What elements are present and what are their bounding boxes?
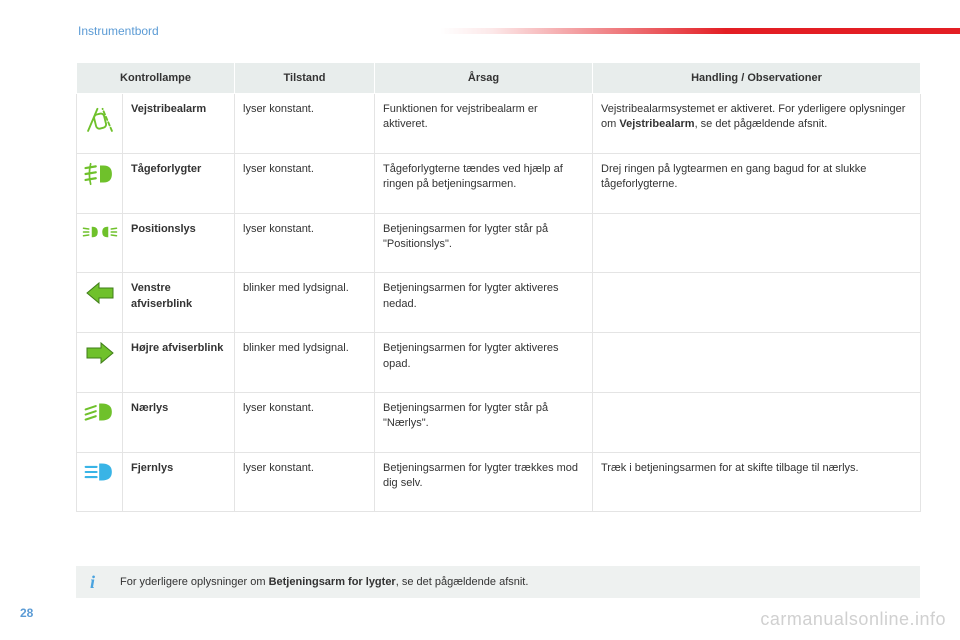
col-action: Handling / Observationer [593,63,921,94]
lamp-cause: Funktionen for vejstribealarm er aktiver… [375,94,593,154]
col-state: Tilstand [235,63,375,94]
table-row: Tågeforlygter lyser konstant. Tågeforlyg… [77,153,921,213]
lamp-cause: Betjeningsarmen for lygter aktiveres opa… [375,333,593,393]
table-row: Nærlys lyser konstant. Betjeningsarmen f… [77,392,921,452]
lamp-action: Træk i betjeningsarmen for at skifte til… [593,452,921,512]
lamp-state: lyser konstant. [235,392,375,452]
lamp-state: lyser konstant. [235,94,375,154]
lamp-cause: Betjeningsarmen for lygter aktiveres ned… [375,273,593,333]
lamp-state: lyser konstant. [235,213,375,273]
lamp-name: Venstre afviserblink [123,273,235,333]
lamp-name: Fjernlys [123,452,235,512]
lamp-name: Vejstribealarm [123,94,235,154]
lamp-action: Drej ringen på lygtearmen en gang bagud … [593,153,921,213]
lamp-state: blinker med lydsignal. [235,273,375,333]
lamp-state: lyser konstant. [235,452,375,512]
lane-alarm-icon [77,94,123,154]
watermark: carmanualsonline.info [760,609,946,630]
left-turn-icon [77,273,123,333]
lamp-cause: Betjeningsarmen for lygter trækkes mod d… [375,452,593,512]
col-cause: Årsag [375,63,593,94]
warning-lamp-table: Kontrollampe Tilstand Årsag Handling / O… [76,62,920,512]
info-note: i For yderligere oplysninger om Betjenin… [76,566,920,598]
table-row: Venstre afviserblink blinker med lydsign… [77,273,921,333]
table-row: Positionslys lyser konstant. Betjeningsa… [77,213,921,273]
lamp-state: lyser konstant. [235,153,375,213]
col-lamp: Kontrollampe [77,63,235,94]
lamp-action: Vejstribealarmsystemet er aktiveret. For… [593,94,921,154]
fog-light-icon [77,153,123,213]
lamp-cause: Tågeforlygterne tændes ved hjælp af ring… [375,153,593,213]
lamp-name: Højre afviserblink [123,333,235,393]
header-accent-bar [440,28,960,34]
note-text: For yderligere oplysninger om Betjenings… [120,576,528,588]
lamp-action [593,273,921,333]
position-light-icon [77,213,123,273]
lamp-action [593,333,921,393]
table-row: Højre afviserblink blinker med lydsignal… [77,333,921,393]
low-beam-icon [77,392,123,452]
lamp-state: blinker med lydsignal. [235,333,375,393]
high-beam-icon [77,452,123,512]
lamp-action [593,392,921,452]
table-row: Fjernlys lyser konstant. Betjeningsarmen… [77,452,921,512]
info-icon: i [90,572,95,593]
lamp-cause: Betjeningsarmen for lygter står på "Nærl… [375,392,593,452]
lamp-cause: Betjeningsarmen for lygter står på "Posi… [375,213,593,273]
table-row: Vejstribealarm lyser konstant. Funktione… [77,94,921,154]
right-turn-icon [77,333,123,393]
lamp-name: Positionslys [123,213,235,273]
section-title: Instrumentbord [78,24,159,38]
lamp-action [593,213,921,273]
page-number: 28 [20,606,33,620]
table-header-row: Kontrollampe Tilstand Årsag Handling / O… [77,63,921,94]
lamp-name: Tågeforlygter [123,153,235,213]
lamp-name: Nærlys [123,392,235,452]
